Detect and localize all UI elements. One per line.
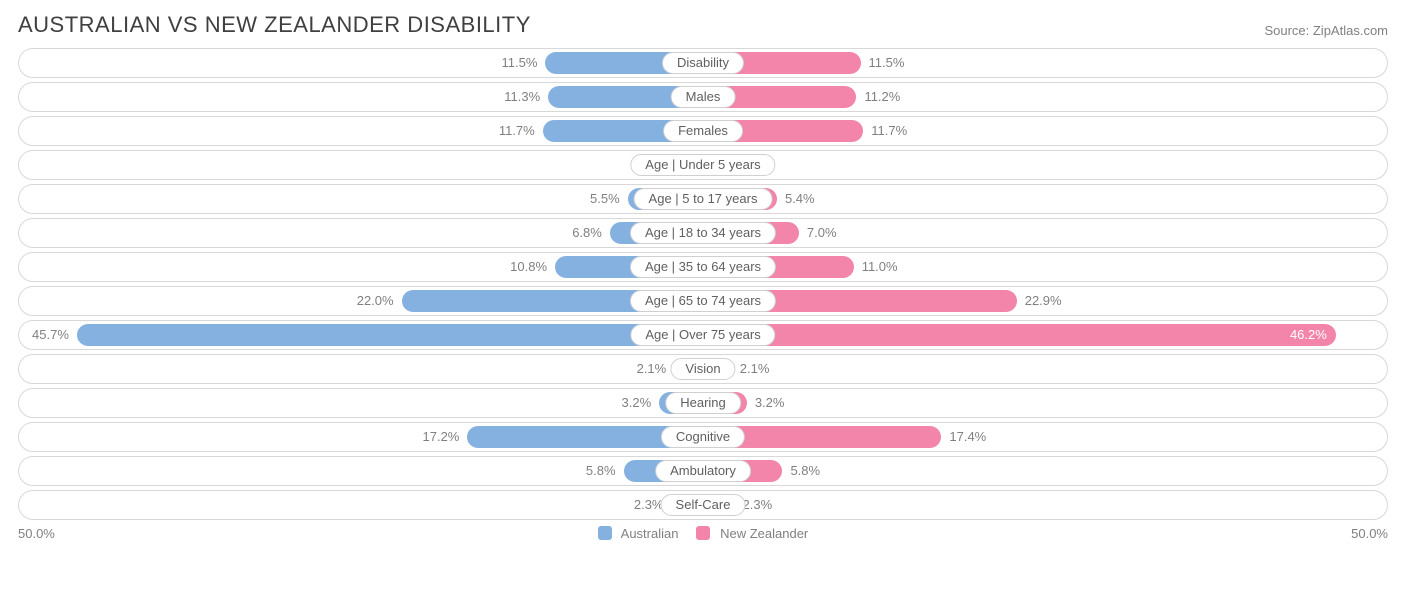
value-left: 6.8% [572,225,602,240]
chart-row: 6.8% 7.0% Age | 18 to 34 years [18,218,1388,248]
value-right: 11.2% [864,89,900,104]
category-label: Disability [662,52,744,74]
chart-row: 5.8% 5.8% Ambulatory [18,456,1388,486]
chart-row: 11.5% 11.5% Disability [18,48,1388,78]
category-label: Age | Over 75 years [630,324,775,346]
chart-row: 10.8% 11.0% Age | 35 to 64 years [18,252,1388,282]
bar-left [77,324,703,346]
value-left: 11.7% [499,123,535,138]
category-label: Vision [670,358,735,380]
chart-row: 11.3% 11.2% Males [18,82,1388,112]
category-label: Age | 35 to 64 years [630,256,776,278]
value-left: 2.1% [637,361,667,376]
value-left: 17.2% [423,429,460,444]
category-label: Cognitive [661,426,745,448]
value-right: 7.0% [807,225,837,240]
value-left: 2.3% [634,497,664,512]
legend-swatch-right [696,526,710,540]
category-label: Age | 18 to 34 years [630,222,776,244]
value-right: 11.7% [871,123,907,138]
category-label: Age | Under 5 years [630,154,775,176]
chart-row: 17.2% 17.4% Cognitive [18,422,1388,452]
value-right: 46.2% [1290,327,1327,342]
legend-item-left: Australian [598,526,679,541]
chart-row: 1.4%1.2%Age | Under 5 years [18,150,1388,180]
legend-swatch-left [598,526,612,540]
value-right: 5.4% [785,191,815,206]
value-left: 5.5% [590,191,620,206]
category-label: Self-Care [661,494,746,516]
value-left: 11.5% [502,55,538,70]
chart-row: 11.7% 11.7% Females [18,116,1388,146]
chart-row: 22.0% 22.9% Age | 65 to 74 years [18,286,1388,316]
axis-left-max: 50.0% [18,526,55,541]
axis-right-max: 50.0% [1351,526,1388,541]
category-label: Ambulatory [655,460,751,482]
value-right: 2.1% [740,361,770,376]
value-right: 5.8% [790,463,820,478]
category-label: Age | 5 to 17 years [634,188,773,210]
value-left: 3.2% [622,395,652,410]
value-right: 3.2% [755,395,785,410]
category-label: Hearing [665,392,741,414]
value-left: 5.8% [586,463,616,478]
value-left: 11.3% [504,89,540,104]
category-label: Females [663,120,743,142]
value-right: 22.9% [1025,293,1062,308]
value-right: 2.3% [743,497,773,512]
legend-label-right: New Zealander [720,526,808,541]
value-left: 22.0% [357,293,394,308]
chart-title: AUSTRALIAN VS NEW ZEALANDER DISABILITY [18,12,531,38]
value-left: 10.8% [510,259,547,274]
legend: Australian New Zealander [598,526,809,541]
legend-item-right: New Zealander [696,526,808,541]
chart-row: 45.7% 46.2% Age | Over 75 years [18,320,1388,350]
value-right: 11.5% [869,55,905,70]
chart-row: 2.1%2.1%Vision [18,354,1388,384]
chart-row: 2.3% 2.3%Self-Care [18,490,1388,520]
chart-row: 3.2% 3.2% Hearing [18,388,1388,418]
chart-row: 5.5% 5.4% Age | 5 to 17 years [18,184,1388,214]
value-right: 17.4% [949,429,986,444]
bar-right [703,324,1336,346]
category-label: Males [671,86,736,108]
legend-label-left: Australian [621,526,679,541]
chart-area: 11.5% 11.5% Disability 11.3% 11.2% Males 11.7%… [18,48,1388,520]
value-right: 11.0% [862,259,898,274]
category-label: Age | 65 to 74 years [630,290,776,312]
value-left: 45.7% [32,327,69,342]
source-label: Source: ZipAtlas.com [1264,23,1388,38]
